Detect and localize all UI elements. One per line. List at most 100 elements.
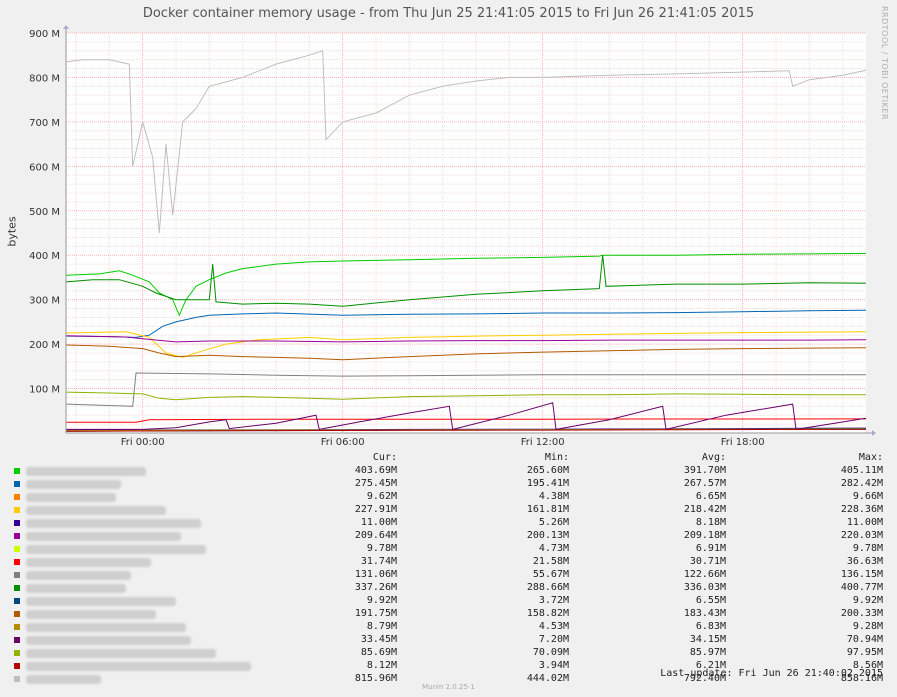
legend-label-redacted — [26, 545, 206, 554]
legend-value-avg: 6.55M — [695, 595, 726, 606]
legend-value-avg: 8.18M — [695, 517, 726, 528]
legend-swatch — [14, 507, 20, 513]
y-tick-label: 100 M — [29, 385, 60, 396]
legend-swatch — [14, 611, 20, 617]
legend-label-redacted — [26, 506, 166, 515]
legend-row: 11.00M 5.26M 8.18M 11.00M — [0, 517, 897, 530]
legend-value-cur: 227.91M — [354, 504, 397, 515]
legend-label-redacted — [26, 558, 151, 567]
legend-swatch — [14, 520, 20, 526]
legend-value-min: 444.02M — [526, 673, 569, 684]
legend-value-min: 288.66M — [526, 582, 569, 593]
y-tick-label: 400 M — [29, 251, 60, 262]
legend-value-min: 3.72M — [538, 595, 569, 606]
legend-value-max: 9.78M — [852, 543, 883, 554]
legend-label-redacted — [26, 636, 191, 645]
legend-value-avg: 85.97M — [689, 647, 726, 658]
legend-value-cur: 275.45M — [354, 478, 397, 489]
legend-swatch — [14, 637, 20, 643]
legend-value-min: 3.94M — [538, 660, 569, 671]
legend-value-max: 8.56M — [852, 660, 883, 671]
memory-line-chart: 100 M 200 M 300 M 400 M 500 M 600 M 700 M 800 M… — [29, 25, 876, 448]
legend-value-avg: 267.57M — [683, 478, 726, 489]
legend-label-redacted — [26, 584, 126, 593]
legend-value-avg: 336.03M — [683, 582, 726, 593]
legend-row: 31.74M 21.58M 30.71M 36.63M — [0, 556, 897, 569]
legend-value-avg: 6.65M — [695, 491, 726, 502]
x-axis-arrow — [872, 430, 876, 436]
legend-value-max: 9.92M — [852, 595, 883, 606]
y-tick-label: 300 M — [29, 296, 60, 307]
legend-value-max: 9.66M — [852, 491, 883, 502]
legend-label-redacted — [26, 480, 121, 489]
series-line-12 — [65, 344, 867, 361]
legend-value-avg: 122.66M — [683, 569, 726, 580]
legend-row: 815.96M 444.02M 792.40M 858.16M — [0, 673, 897, 686]
legend-label-redacted — [26, 519, 201, 528]
legend-value-max: 9.28M — [852, 621, 883, 632]
legend-value-avg: 30.71M — [689, 556, 726, 567]
legend-row: 275.45M 195.41M 267.57M 282.42M — [0, 478, 897, 491]
legend-value-avg: 391.70M — [683, 465, 726, 476]
y-tick-label: 900 M — [29, 29, 60, 40]
legend-label-redacted — [26, 610, 156, 619]
x-tick-label: Fri 12:00 — [521, 437, 565, 448]
legend-value-cur: 8.12M — [366, 660, 397, 671]
legend-swatch — [14, 598, 20, 604]
plot-background — [66, 33, 866, 433]
legend-row: 227.91M 161.81M 218.42M 228.36M — [0, 504, 897, 517]
legend-value-cur: 9.92M — [366, 595, 397, 606]
legend-value-cur: 131.06M — [354, 569, 397, 580]
series-line-16 — [65, 428, 866, 432]
legend-value-avg: 6.21M — [695, 660, 726, 671]
legend-value-cur: 337.26M — [354, 582, 397, 593]
legend-value-max: 200.33M — [840, 608, 883, 619]
legend-row: 8.12M 3.94M 6.21M 8.56M — [0, 660, 897, 673]
legend-value-min: 265.60M — [526, 465, 569, 476]
legend-value-cur: 815.96M — [354, 673, 397, 684]
legend-value-max: 282.42M — [840, 478, 883, 489]
legend-value-avg: 34.15M — [689, 634, 726, 645]
legend-label-redacted — [26, 532, 181, 541]
legend-value-cur: 85.69M — [360, 647, 397, 658]
legend-swatch — [14, 676, 20, 682]
legend-row: 9.78M 4.73M 6.91M 9.78M — [0, 543, 897, 556]
legend-row: 8.79M 4.53M 6.83M 9.28M — [0, 621, 897, 634]
x-tick-label: Fri 18:00 — [721, 437, 765, 448]
chart-title: Docker container memory usage - from Thu… — [142, 6, 755, 21]
series-line-14 — [66, 402, 867, 431]
legend-label-redacted — [26, 623, 186, 632]
rrdtool-watermark: RRDTOOL / TOBI OETIKER — [880, 6, 889, 121]
legend-value-max: 36.63M — [846, 556, 883, 567]
legend-value-cur: 209.64M — [354, 530, 397, 541]
legend-value-avg: 6.91M — [695, 543, 726, 554]
legend-value-max: 136.15M — [840, 569, 883, 580]
y-tick-label: 500 M — [29, 207, 60, 218]
header-avg: Avg: — [701, 452, 726, 463]
legend-value-max: 858.16M — [840, 673, 883, 684]
legend-row: 33.45M 7.20M 34.15M 70.94M — [0, 634, 897, 647]
legend-swatch — [14, 572, 20, 578]
legend-value-max: 400.77M — [840, 582, 883, 593]
series-line-2 — [65, 309, 867, 338]
legend-value-cur: 33.45M — [360, 634, 397, 645]
x-tick-label: Fri 06:00 — [321, 437, 365, 448]
legend-value-min: 158.82M — [526, 608, 569, 619]
legend-value-max: 228.36M — [840, 504, 883, 515]
y-tick-label: 700 M — [29, 118, 60, 129]
legend-value-max: 220.03M — [840, 530, 883, 541]
legend-label-redacted — [26, 467, 146, 476]
legend-row: 9.62M 4.38M 6.65M 9.66M — [0, 491, 897, 504]
legend-value-cur: 191.75M — [354, 608, 397, 619]
series-line-8 — [66, 418, 867, 423]
legend-swatch — [14, 546, 20, 552]
legend-swatch — [14, 559, 20, 565]
legend-value-max: 70.94M — [846, 634, 883, 645]
series-line-10 — [65, 255, 867, 307]
series-line-9 — [65, 372, 866, 407]
series-line-6 — [65, 335, 867, 343]
series-line-17 — [65, 50, 867, 234]
legend-label-redacted — [26, 571, 131, 580]
legend-header: Cur: Min: Avg: Max: — [0, 452, 897, 465]
